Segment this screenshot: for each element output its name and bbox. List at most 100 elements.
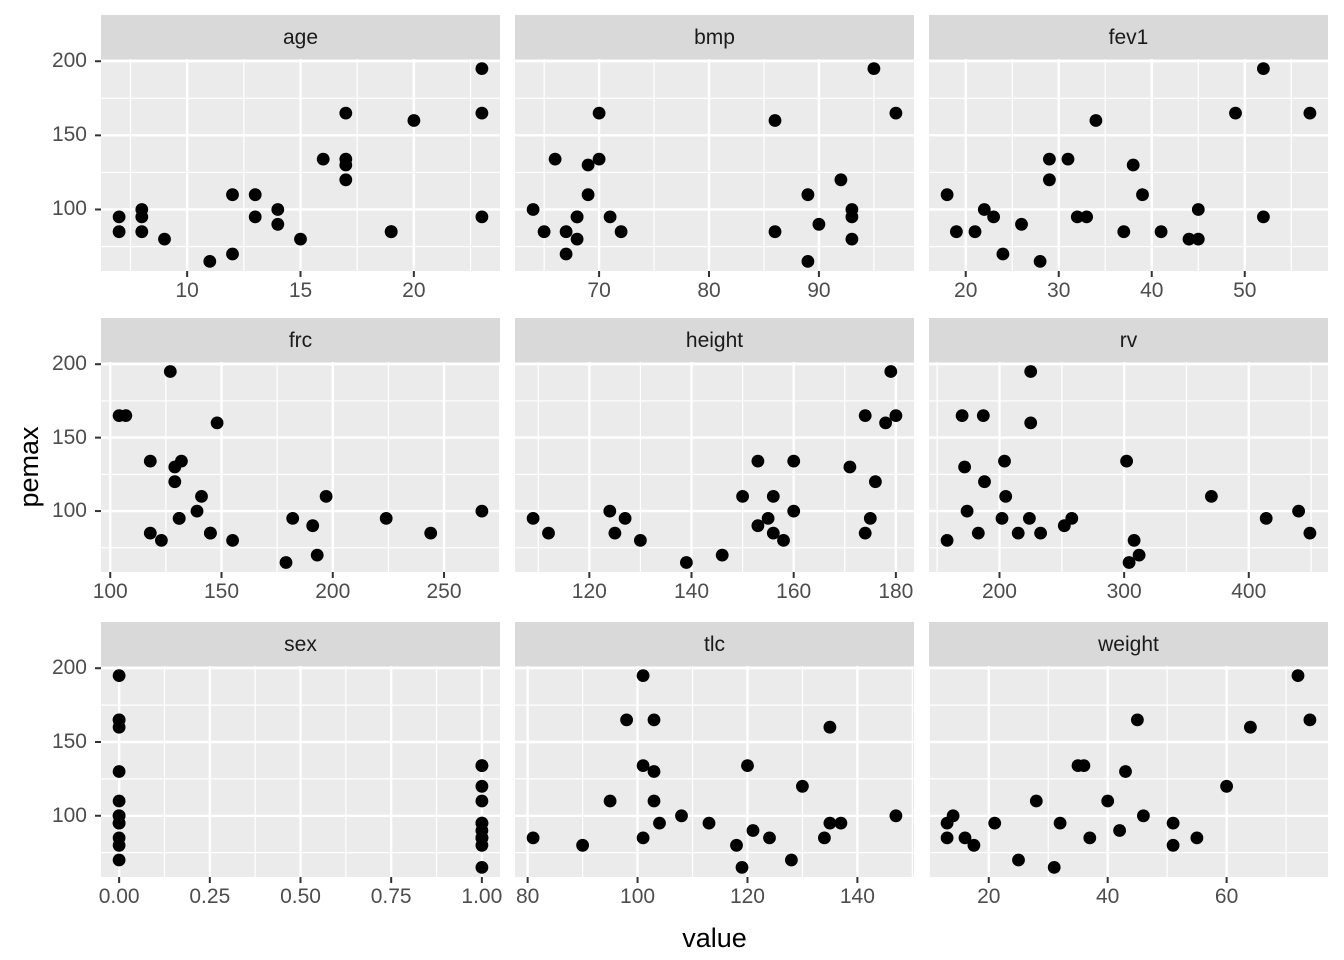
x-tick-label: 40 <box>1096 885 1120 908</box>
data-point <box>319 490 333 503</box>
data-point <box>339 158 353 172</box>
x-tick-label: 90 <box>807 279 831 302</box>
data-point <box>526 512 540 525</box>
data-point <box>384 225 398 239</box>
data-point <box>1065 512 1079 525</box>
data-point <box>1024 416 1038 430</box>
facet-strip-weight: weight <box>929 622 1328 666</box>
data-point <box>537 225 551 239</box>
gridlines <box>928 666 1328 877</box>
data-point <box>858 409 872 422</box>
data-point <box>112 816 126 830</box>
x-tick-label: 20 <box>954 279 978 302</box>
data-point <box>751 519 765 533</box>
data-point <box>1166 838 1180 852</box>
data-point <box>379 512 393 525</box>
tick-marks <box>998 572 1250 578</box>
data-point <box>112 210 126 224</box>
data-point <box>1015 217 1028 231</box>
data-point <box>1119 765 1132 778</box>
facet-strip-bmp: bmp <box>515 15 914 59</box>
x-tick-label: 300 <box>1106 580 1142 603</box>
data-point <box>306 519 320 533</box>
data-point <box>967 838 981 852</box>
y-tick-label: 100 <box>51 803 87 827</box>
data-point <box>1257 210 1270 224</box>
data-point <box>884 365 898 378</box>
data-point <box>636 759 650 772</box>
data-point <box>310 548 324 562</box>
data-point <box>608 526 622 540</box>
data-point <box>576 838 589 852</box>
point-series <box>940 365 1317 569</box>
data-point <box>210 416 224 430</box>
data-point <box>634 534 647 547</box>
data-point <box>1137 809 1150 823</box>
data-point <box>1117 225 1131 239</box>
x-tick-label: 20 <box>977 885 1001 908</box>
facet-strip-sex: sex <box>101 622 500 666</box>
x-tick-label: 150 <box>203 580 240 603</box>
tick-marks <box>526 877 859 883</box>
data-point <box>1012 853 1025 867</box>
data-point <box>978 475 991 489</box>
data-point <box>135 225 149 239</box>
data-point <box>812 217 826 231</box>
data-point <box>946 809 960 823</box>
data-point <box>112 720 126 734</box>
data-point <box>526 831 540 845</box>
facet-strip-label: sex <box>284 632 317 656</box>
data-point <box>863 512 877 525</box>
gridlines <box>929 362 1328 572</box>
data-point <box>715 548 729 562</box>
facet-panel-sex <box>95 666 500 883</box>
data-point <box>1077 759 1091 772</box>
data-point <box>1191 232 1205 246</box>
data-point <box>796 779 809 793</box>
x-tick-label: 40 <box>1140 279 1164 302</box>
y-tick-label: 200 <box>51 49 87 73</box>
facet-strip-rv: rv <box>929 318 1328 362</box>
data-point <box>1033 255 1047 268</box>
data-point <box>112 225 126 239</box>
data-point <box>1047 861 1061 874</box>
facet-strip-label: frc <box>288 328 313 352</box>
data-point <box>119 409 133 422</box>
data-point <box>960 504 974 518</box>
data-point <box>581 188 595 202</box>
tick-marks <box>95 363 446 578</box>
data-point <box>1205 490 1218 503</box>
data-point <box>1070 210 1084 224</box>
data-point <box>1120 454 1133 468</box>
gridlines <box>929 59 1328 271</box>
data-point <box>1131 713 1144 727</box>
facet-strip-label: weight <box>1098 632 1159 656</box>
data-point <box>735 861 749 874</box>
x-tick-label: 50 <box>1233 279 1257 302</box>
x-tick-label: 0.75 <box>370 885 412 908</box>
point-series <box>112 62 489 268</box>
gridlines <box>515 666 914 877</box>
data-point <box>763 831 776 845</box>
data-point <box>823 720 837 734</box>
data-point <box>1029 794 1043 808</box>
data-point <box>475 861 489 874</box>
y-tick-label: 150 <box>51 123 87 147</box>
data-point <box>316 152 330 166</box>
data-point <box>1011 526 1025 540</box>
data-point <box>823 816 837 830</box>
data-point <box>203 255 217 268</box>
data-point <box>702 816 716 830</box>
data-point <box>271 217 285 231</box>
data-point <box>271 203 285 216</box>
facet-panel-frc <box>95 362 501 578</box>
data-point <box>475 759 489 772</box>
data-point <box>950 225 963 239</box>
data-point <box>204 526 217 540</box>
facet-panel-height <box>515 362 914 578</box>
facet-panel-weight <box>928 666 1328 883</box>
data-point <box>155 534 168 547</box>
data-point <box>879 416 892 430</box>
x-tick-label: 60 <box>1214 885 1239 908</box>
data-point <box>1101 794 1115 808</box>
